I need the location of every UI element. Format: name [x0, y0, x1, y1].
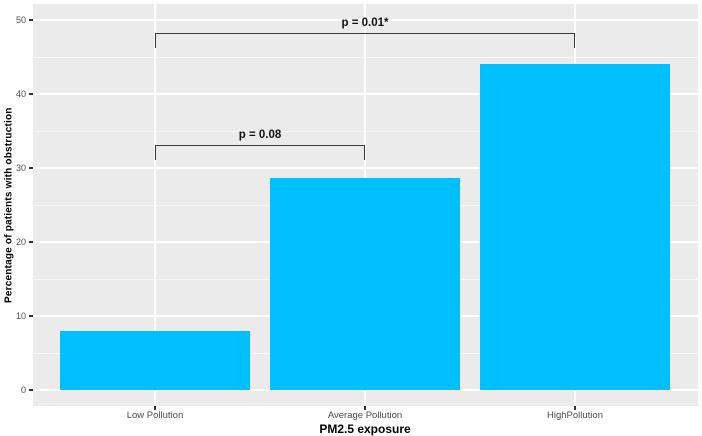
y-tick-label: 0: [20, 385, 26, 395]
y-axis-tick: [29, 167, 33, 169]
bar-low-pollution: [60, 330, 250, 390]
x-tick-label: HighPollution: [547, 410, 603, 421]
x-axis-tick: [574, 406, 576, 410]
x-tick-label: Average Pollution: [327, 410, 403, 421]
y-tick-label: 40: [15, 89, 26, 99]
bar-average-pollution: [270, 178, 460, 390]
y-axis-tick: [29, 389, 33, 391]
significance-label: p = 0.08: [238, 129, 282, 142]
x-axis-tick: [364, 406, 366, 410]
plot-panel: p = 0.08 p = 0.01*: [33, 4, 698, 406]
y-axis-tick: [29, 19, 33, 21]
y-tick-label: 20: [15, 237, 26, 247]
significance-label: p = 0.01*: [341, 17, 389, 30]
significance-bracket: [155, 145, 365, 161]
y-tick-label: 10: [15, 311, 26, 321]
y-tick-label: 30: [15, 163, 26, 173]
bar-highpollution: [480, 64, 670, 390]
y-axis-title: Percentage of patients with obstruction: [3, 107, 15, 303]
x-axis-tick: [154, 406, 156, 410]
x-tick-label: Low Pollution: [126, 410, 184, 421]
y-tick-label: 50: [15, 15, 26, 25]
x-axis-title: PM2.5 exposure: [319, 422, 411, 436]
significance-bracket: [155, 33, 575, 49]
gridline-vertical: [154, 4, 156, 406]
y-axis-tick: [29, 241, 33, 243]
y-axis-tick: [29, 315, 33, 317]
y-axis-tick: [29, 93, 33, 95]
